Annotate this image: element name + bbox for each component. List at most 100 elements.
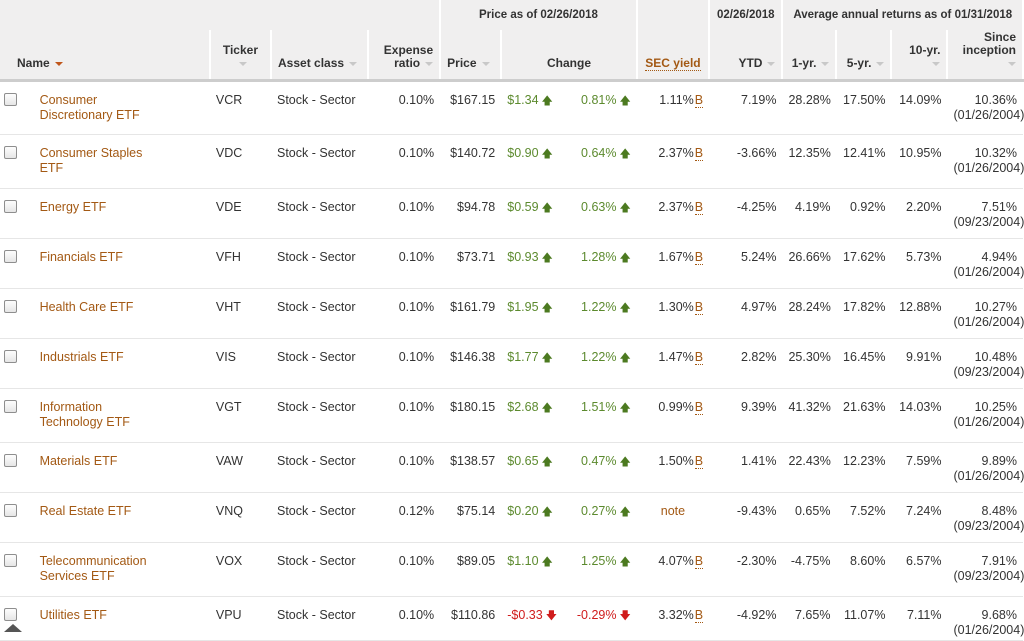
- row-checkbox[interactable]: [4, 250, 17, 263]
- col-header-sec-yield[interactable]: SEC yield: [636, 30, 711, 81]
- change-amount: $0.65 🡅: [507, 454, 553, 470]
- footnote-b-link[interactable]: B: [694, 608, 704, 623]
- footnote-b-link[interactable]: B: [694, 300, 704, 315]
- inception-date: (01/26/2004): [953, 161, 1024, 175]
- sort-icon: [349, 61, 358, 66]
- col-header-ytd[interactable]: YTD: [709, 30, 784, 81]
- asset-class: Stock - Sector: [271, 134, 368, 189]
- table-body: Consumer Discretionary ETF VCR Stock - Se…: [0, 79, 1024, 641]
- row-checkbox[interactable]: [4, 350, 17, 363]
- arrow-up-icon: 🡅: [541, 302, 553, 314]
- arrow-up-icon: 🡅: [619, 506, 631, 518]
- change-amount-value: $0.20: [507, 504, 539, 518]
- price: $75.14: [440, 492, 502, 543]
- footnote-b-link[interactable]: B: [694, 200, 704, 215]
- change-amount-value: $1.34: [507, 93, 539, 107]
- row-checkbox[interactable]: [4, 93, 17, 106]
- change-amount: $0.59 🡅: [507, 200, 553, 216]
- header-blank-sec: [636, 0, 711, 30]
- col-header-expense-ratio[interactable]: Expense ratio: [367, 30, 442, 81]
- change-percent-value: 0.64%: [581, 146, 617, 160]
- col-header-since-inception[interactable]: Since inception: [947, 30, 1024, 81]
- row-checkbox[interactable]: [4, 200, 17, 213]
- since-inception-cell: 4.94% (01/26/2004): [947, 238, 1024, 289]
- fund-name-link[interactable]: Industrials ETF: [40, 350, 124, 364]
- footnote-b-link[interactable]: B: [694, 554, 704, 569]
- price: $140.72: [440, 134, 502, 189]
- table-header: Price as of 02/26/2018 02/26/2018 Averag…: [0, 0, 1024, 81]
- row-checkbox[interactable]: [4, 608, 17, 621]
- sec-yield-value: 2.37%: [658, 146, 694, 160]
- fund-name-link[interactable]: Consumer Staples ETF: [40, 146, 143, 175]
- price: $167.15: [440, 79, 502, 135]
- change-amount: $1.95 🡅: [507, 300, 553, 316]
- col-header-expense-line2: ratio: [394, 56, 421, 70]
- sec-yield-note-link[interactable]: note: [660, 504, 686, 518]
- change-cell: $1.34 🡅 0.81% 🡅: [501, 79, 637, 135]
- return-5yr: 17.82%: [836, 288, 892, 339]
- fund-name-link[interactable]: Materials ETF: [40, 454, 118, 468]
- footnote-b-link[interactable]: B: [694, 93, 704, 108]
- sec-yield-value: 1.50%: [658, 454, 694, 468]
- col-header-ticker[interactable]: Ticker: [209, 30, 273, 81]
- col-header-change-label: Change: [547, 56, 592, 70]
- ticker: VOX: [209, 542, 271, 597]
- change-percent: 1.25% 🡅: [581, 554, 631, 570]
- col-header-asset-class-label: Asset class: [278, 56, 345, 70]
- col-header-inception-line2: inception: [962, 43, 1016, 57]
- row-checkbox[interactable]: [4, 146, 17, 159]
- ticker: VHT: [209, 288, 271, 339]
- change-cell: $1.10 🡅 1.25% 🡅: [501, 542, 637, 597]
- sec-yield-link[interactable]: SEC yield: [645, 56, 701, 71]
- fund-name-link[interactable]: Financials ETF: [40, 250, 123, 264]
- return-5yr: 7.52%: [836, 492, 892, 543]
- fund-name-line1: Telecommunication: [39, 554, 147, 568]
- col-header-price[interactable]: Price: [440, 30, 503, 81]
- inception-date: (01/26/2004): [953, 469, 1024, 483]
- fund-name-link[interactable]: Telecommunication Services ETF: [40, 554, 147, 583]
- row-checkbox[interactable]: [4, 454, 17, 467]
- change-amount: $1.34 🡅: [507, 93, 553, 109]
- change-amount-value: $0.59: [507, 200, 539, 214]
- fund-name-link[interactable]: Real Estate ETF: [40, 504, 132, 518]
- row-select-cell: [0, 492, 31, 543]
- col-header-asset-class[interactable]: Asset class: [271, 30, 369, 81]
- fund-name-line1: Materials ETF: [39, 454, 118, 468]
- footnote-b-link[interactable]: B: [694, 454, 704, 469]
- sort-icon: [932, 61, 941, 66]
- change-cell: $0.93 🡅 1.28% 🡅: [501, 238, 637, 289]
- change-percent-value: 1.22%: [581, 350, 617, 364]
- return-1yr: 28.24%: [782, 288, 837, 339]
- fund-name-cell: Materials ETF: [30, 442, 210, 493]
- row-checkbox[interactable]: [4, 300, 17, 313]
- change-percent: 1.22% 🡅: [581, 350, 631, 366]
- footnote-b-link[interactable]: B: [694, 400, 704, 415]
- footnote-b-link[interactable]: B: [694, 146, 704, 161]
- footnote-b-link[interactable]: B: [694, 350, 704, 365]
- col-header-10yr[interactable]: 10-yr.: [891, 30, 949, 81]
- fund-name-line1: Utilities ETF: [39, 608, 107, 622]
- table-row: Consumer Staples ETF VDC Stock - Sector 0…: [0, 134, 1024, 189]
- since-inception-value: 10.36%: [974, 93, 1017, 107]
- col-header-5yr[interactable]: 5-yr.: [836, 30, 893, 81]
- footnote-b-link[interactable]: B: [694, 250, 704, 265]
- fund-name-line2: Technology ETF: [39, 415, 130, 429]
- fund-name-link[interactable]: Consumer Discretionary ETF: [40, 93, 140, 122]
- return-10yr: 10.95%: [891, 134, 948, 189]
- fund-name-line2: Services ETF: [39, 569, 115, 583]
- change-amount-value: $1.95: [507, 300, 539, 314]
- price: $110.86: [440, 596, 502, 641]
- fund-name-link[interactable]: Information Technology ETF: [40, 400, 130, 429]
- fund-name-link[interactable]: Energy ETF: [40, 200, 107, 214]
- price: $138.57: [440, 442, 502, 493]
- inception-date: (01/26/2004): [953, 265, 1024, 279]
- col-header-name[interactable]: Name: [0, 30, 211, 81]
- row-checkbox[interactable]: [4, 554, 17, 567]
- scroll-up-icon[interactable]: [4, 624, 22, 632]
- arrow-up-icon: 🡅: [619, 202, 631, 214]
- row-checkbox[interactable]: [4, 504, 17, 517]
- col-header-1yr[interactable]: 1-yr.: [782, 30, 838, 81]
- fund-name-link[interactable]: Utilities ETF: [40, 608, 107, 622]
- fund-name-link[interactable]: Health Care ETF: [40, 300, 134, 314]
- row-checkbox[interactable]: [4, 400, 17, 413]
